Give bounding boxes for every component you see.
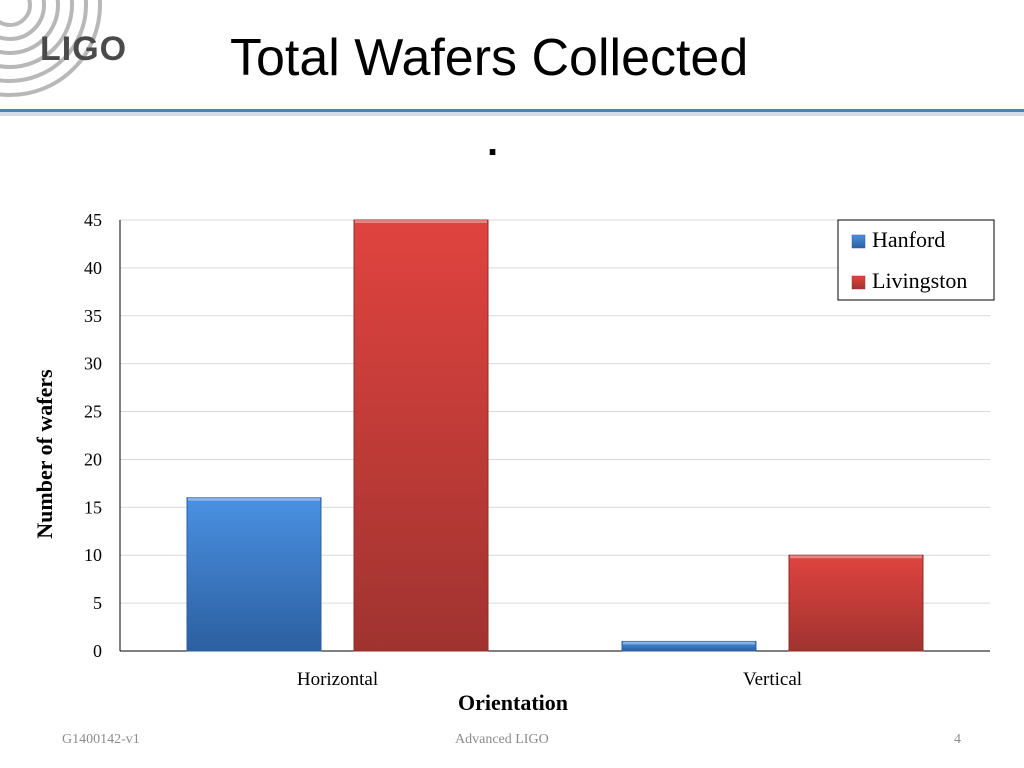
y-axis-title: Number of wafers — [32, 369, 57, 539]
slide-title: Total Wafers Collected — [230, 29, 749, 87]
bar-highlight — [790, 555, 922, 559]
x-category-label: Vertical — [743, 669, 802, 690]
y-tick-label: 15 — [84, 497, 102, 517]
x-category-label: Horizontal — [297, 669, 378, 690]
y-tick-labels: 0 5 10 15 20 25 30 35 40 45 — [84, 210, 102, 661]
legend-label-livingston: Livingston — [872, 268, 967, 293]
ligo-logo: LIGO — [40, 30, 128, 68]
legend-swatch-hanford — [851, 234, 866, 249]
legend-swatch-livingston — [851, 275, 866, 290]
x-axis-title: Orientation — [458, 690, 568, 715]
title-divider — [0, 109, 1024, 116]
bar-hanford-vertical — [621, 640, 757, 652]
footer-document-id: G1400142-v1 — [62, 732, 140, 747]
y-tick-label: 5 — [93, 593, 102, 613]
y-tick-label: 40 — [84, 258, 102, 278]
y-tick-label: 25 — [84, 402, 102, 422]
legend-label-hanford: Hanford — [872, 227, 945, 252]
y-tick-label: 30 — [84, 354, 102, 374]
bars — [186, 219, 924, 652]
logo-arcs-graphic — [0, 0, 102, 97]
bar-highlight — [623, 641, 755, 645]
bar-highlight — [355, 220, 487, 223]
y-tick-label: 45 — [84, 210, 102, 230]
footer-page-number: 4 — [954, 732, 961, 747]
legend: Hanford Livingston — [837, 219, 995, 301]
bar-highlight — [188, 497, 320, 501]
y-tick-label: 35 — [84, 306, 102, 326]
bar-chart: 0 5 10 15 20 25 30 35 40 45 Horizontal Vertical Or… — [32, 210, 995, 715]
slide-subtitle: . — [487, 120, 499, 164]
bar-livingston-vertical — [788, 554, 924, 652]
y-tick-label: 20 — [84, 449, 102, 469]
y-tick-label: 0 — [93, 641, 102, 661]
bar-livingston-horizontal — [353, 219, 489, 652]
footer-center-text: Advanced LIGO — [455, 732, 549, 747]
x-category-labels: Horizontal Vertical — [297, 669, 802, 690]
y-tick-label: 10 — [84, 545, 102, 565]
bar-hanford-horizontal — [186, 497, 322, 652]
